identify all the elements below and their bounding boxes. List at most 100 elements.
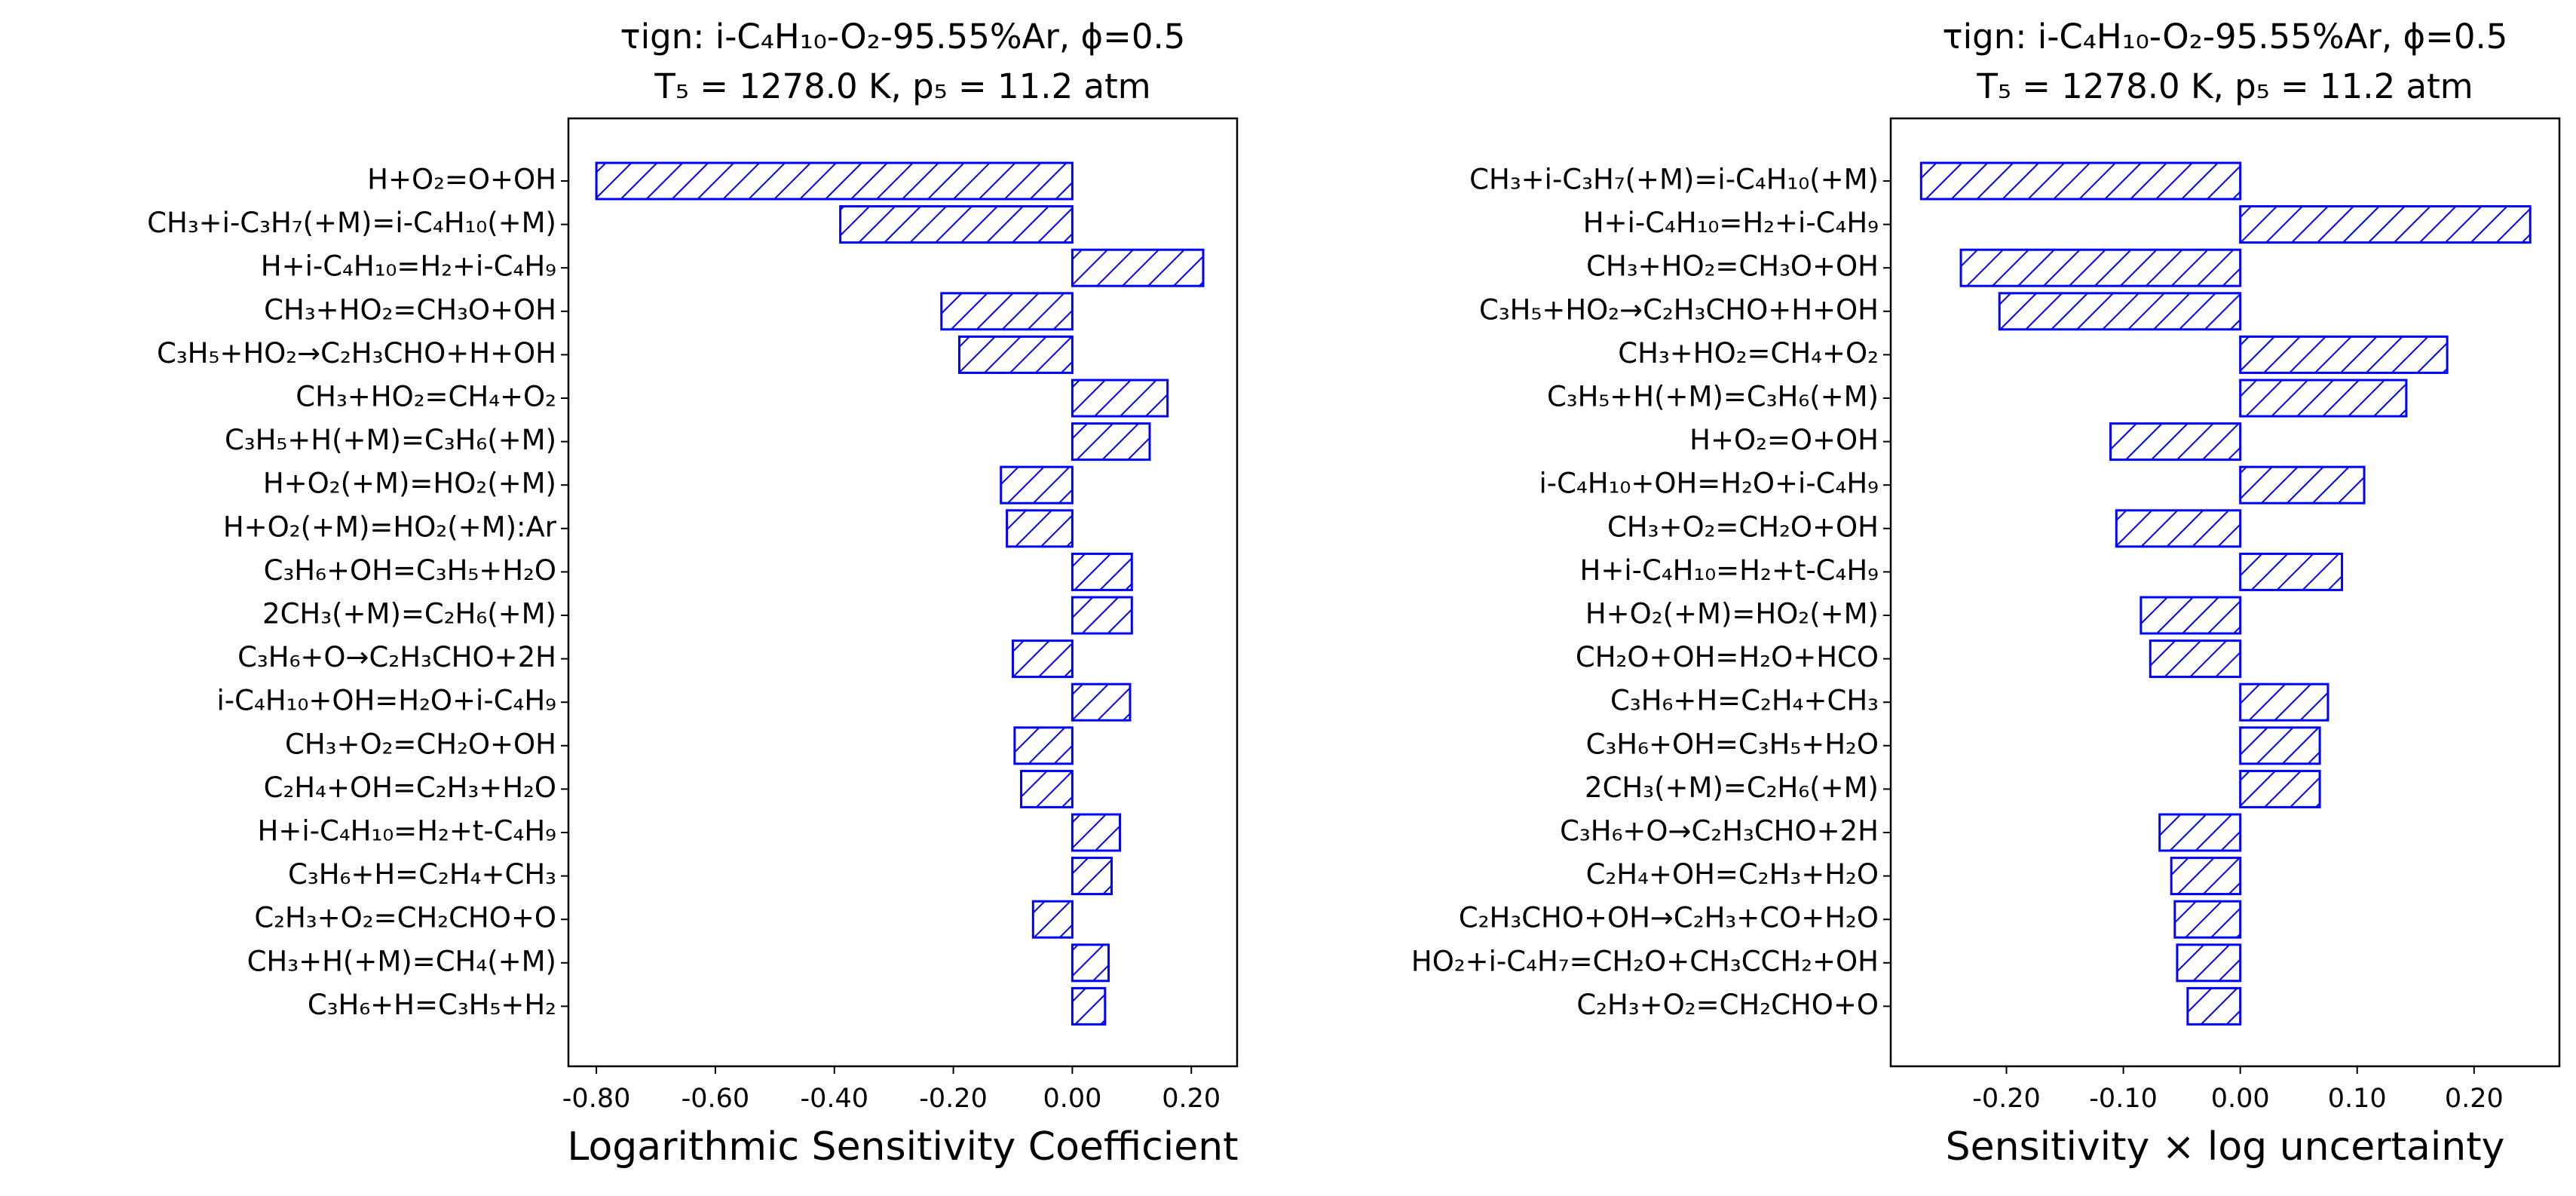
x-tick-label: -0.20 — [1972, 1084, 2041, 1114]
category-label: H+i-C₄H₁₀=H₂+t-C₄H₉ — [258, 815, 556, 848]
category-label: H+O₂=O+OH — [367, 164, 556, 196]
x-tick-label: 0.10 — [2328, 1084, 2387, 1114]
bar — [1959, 248, 2242, 287]
category-label: H+i-C₄H₁₀=H₂+t-C₄H₉ — [1580, 554, 1879, 587]
bar — [2109, 422, 2242, 462]
chart-title: τign: i-C₄H₁₀-O₂-95.55%Ar, ϕ=0.5 — [620, 17, 1186, 57]
category-label: HO₂+i-C₄H₇=CH₂O+CH₃CCH₂+OH — [1411, 945, 1879, 977]
category-label: i-C₄H₁₀+OH=H₂O+i-C₄H₉ — [217, 685, 556, 717]
bar — [2186, 986, 2242, 1026]
category-label: C₃H₅+HO₂→C₂H₃CHO+H+OH — [157, 337, 556, 370]
category-label: C₃H₆+H=C₂H₄+CH₃ — [1610, 685, 1879, 717]
category-label: C₃H₆+O→C₂H₃CHO+2H — [1560, 815, 1879, 848]
category-label: CH₃+i-C₃H₇(+M)=i-C₄H₁₀(+M) — [1469, 164, 1879, 196]
category-label: H+O₂(+M)=HO₂(+M) — [263, 468, 556, 500]
bar — [1071, 857, 1113, 896]
bar — [1071, 379, 1169, 418]
bar — [1000, 465, 1074, 504]
category-label: C₂H₄+OH=C₂H₃+H₂O — [264, 771, 556, 804]
category-label: C₃H₅+H(+M)=C₃H₆(+M) — [1547, 381, 1879, 413]
bar — [1020, 769, 1074, 808]
category-label: CH₃+O₂=CH₂O+OH — [285, 728, 556, 760]
category-label: C₃H₅+H(+M)=C₃H₆(+M) — [225, 424, 556, 456]
category-label: C₃H₅+HO₂→C₂H₃CHO+H+OH — [1479, 293, 1879, 326]
category-label: CH₃+O₂=CH₂O+OH — [1607, 511, 1879, 543]
category-label: H+O₂(+M)=HO₂(+M) — [1585, 598, 1879, 630]
category-label: CH₃+HO₂=CH₃O+OH — [1586, 250, 1879, 283]
category-label: 2CH₃(+M)=C₂H₆(+M) — [1585, 771, 1879, 804]
bar — [2239, 769, 2321, 808]
category-label: CH₂O+OH=H₂O+HCO — [1576, 641, 1879, 673]
category-label: H+i-C₄H₁₀=H₂+i-C₄H₉ — [261, 250, 556, 283]
bar — [1071, 596, 1133, 635]
category-label: C₃H₆+H=C₃H₅+H₂ — [308, 989, 556, 1021]
bar — [1071, 682, 1132, 722]
bar — [2158, 813, 2242, 852]
category-label: C₂H₃+O₂=CH₂CHO+O — [1576, 989, 1879, 1021]
category-label: H+O₂(+M)=HO₂(+M):Ar — [223, 511, 557, 543]
category-label: CH₃+H(+M)=CH₄(+M) — [247, 945, 556, 977]
bar — [2173, 900, 2242, 939]
bar — [2170, 857, 2242, 896]
x-tick-label: -0.60 — [682, 1084, 750, 1114]
category-label: C₂H₄+OH=C₂H₃+H₂O — [1586, 858, 1879, 891]
bar — [2239, 335, 2449, 374]
bar — [2115, 509, 2242, 548]
bar — [1031, 900, 1074, 939]
x-tick-label: -0.80 — [562, 1084, 631, 1114]
bar — [1006, 509, 1074, 548]
bar — [2239, 205, 2532, 244]
category-label: H+i-C₄H₁₀=H₂+i-C₄H₉ — [1583, 207, 1879, 239]
bar — [957, 335, 1074, 374]
category-label: C₃H₆+OH=C₃H₅+H₂O — [1586, 728, 1879, 760]
x-axis-label: Sensitivity × log uncertainty — [1946, 1124, 2505, 1170]
bar — [2239, 726, 2321, 765]
bar — [1013, 726, 1074, 765]
bar — [2149, 639, 2242, 679]
bar — [2239, 682, 2329, 722]
category-label: C₃H₆+O→C₂H₃CHO+2H — [237, 641, 556, 673]
category-label: C₃H₆+H=C₂H₄+CH₃ — [288, 858, 556, 891]
x-tick-label: 0.20 — [2445, 1084, 2504, 1114]
bar — [940, 292, 1074, 331]
category-label: C₃H₆+OH=C₃H₅+H₂O — [264, 554, 556, 587]
bar — [1919, 161, 2242, 201]
x-tick-label: 0.00 — [2211, 1084, 2270, 1114]
bar — [2239, 552, 2344, 591]
bar — [1011, 639, 1074, 679]
bar — [1998, 292, 2242, 331]
chart-title: T₅ = 1278.0 K, p₅ = 11.2 atm — [654, 66, 1150, 106]
chart-title: T₅ = 1278.0 K, p₅ = 11.2 atm — [1976, 66, 2473, 106]
bar — [1071, 422, 1151, 462]
bar — [2239, 465, 2366, 504]
axes-frame — [567, 117, 1239, 1068]
category-label: CH₃+i-C₃H₇(+M)=i-C₄H₁₀(+M) — [147, 207, 556, 239]
bar — [1071, 986, 1107, 1026]
x-axis-label: Logarithmic Sensitivity Coefficient — [567, 1124, 1238, 1170]
x-tick-label: -0.20 — [919, 1084, 988, 1114]
bar — [2239, 379, 2408, 418]
category-label: CH₃+HO₂=CH₄+O₂ — [296, 381, 556, 413]
category-label: 2CH₃(+M)=C₂H₆(+M) — [262, 598, 556, 630]
bar — [595, 161, 1074, 201]
bar — [1071, 943, 1110, 983]
bar — [2140, 596, 2242, 635]
category-label: C₂H₃CHO+OH→C₂H₃+CO+H₂O — [1459, 902, 1879, 934]
category-label: C₂H₃+O₂=CH₂CHO+O — [254, 902, 556, 934]
bar — [1071, 552, 1133, 591]
x-tick-label: 0.00 — [1043, 1084, 1101, 1114]
x-tick-label: 0.20 — [1162, 1084, 1221, 1114]
bar — [1071, 248, 1205, 287]
bar — [1071, 813, 1122, 852]
category-label: i-C₄H₁₀+OH=H₂O+i-C₄H₉ — [1539, 468, 1879, 500]
bar — [2176, 943, 2242, 983]
category-label: H+O₂=O+OH — [1689, 424, 1879, 456]
bar — [839, 205, 1074, 244]
category-label: CH₃+HO₂=CH₃O+OH — [264, 293, 556, 326]
chart-title: τign: i-C₄H₁₀-O₂-95.55%Ar, ϕ=0.5 — [1943, 17, 2508, 57]
x-tick-label: -0.10 — [2089, 1084, 2158, 1114]
axes-frame — [1889, 117, 2561, 1068]
category-label: CH₃+HO₂=CH₄+O₂ — [1618, 337, 1879, 370]
x-tick-label: -0.40 — [800, 1084, 868, 1114]
